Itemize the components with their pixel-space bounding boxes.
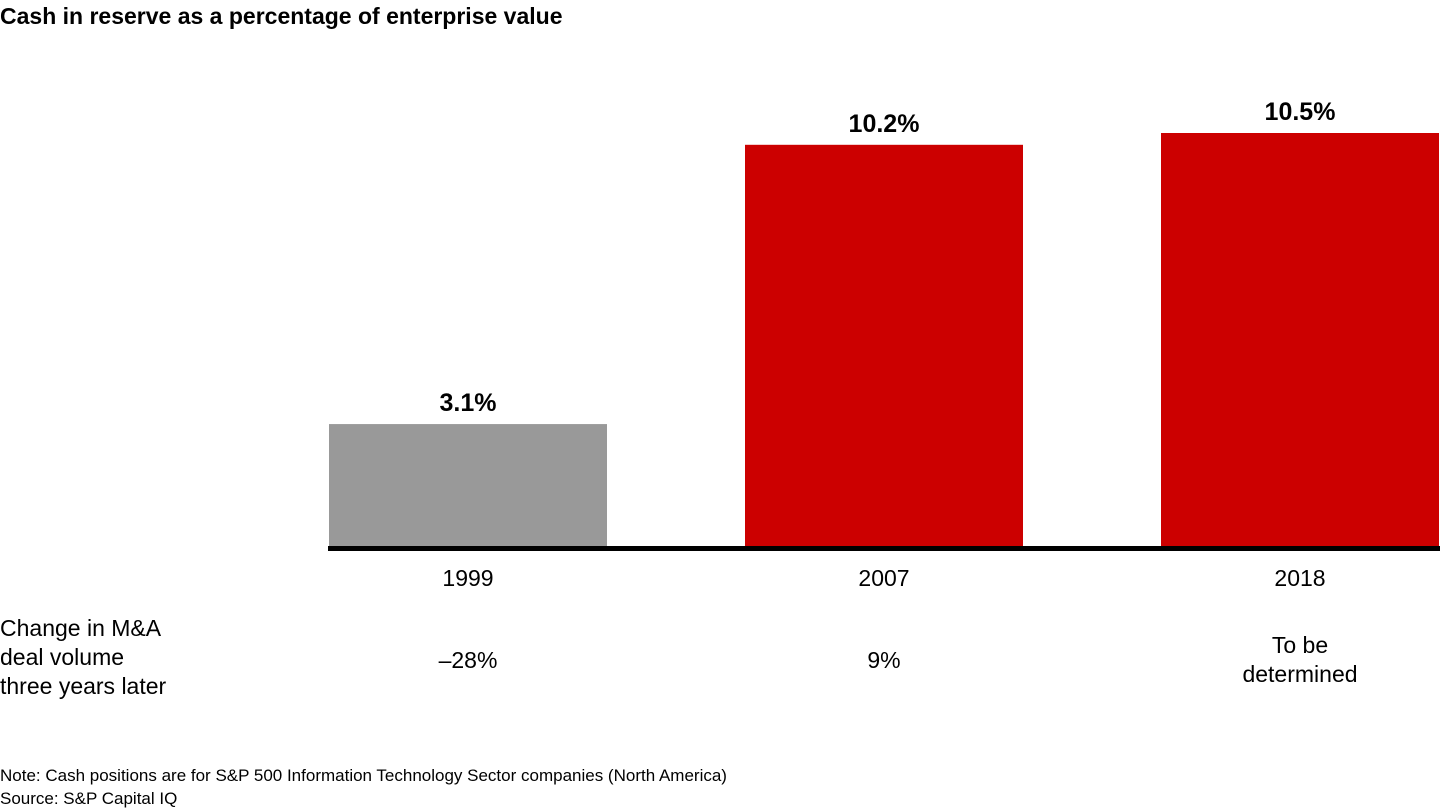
x-tick-label: 2018 — [1274, 565, 1325, 591]
secondary-row-value: determined — [1242, 661, 1357, 687]
value-label: 10.5% — [1265, 98, 1336, 126]
note-text: Note: Cash positions are for S&P 500 Inf… — [0, 766, 727, 785]
source-text: Source: S&P Capital IQ — [0, 789, 178, 808]
secondary-row-value: –28% — [439, 647, 498, 673]
row-label-line: Change in M&A — [0, 615, 162, 641]
row-label-line: three years later — [0, 673, 167, 699]
value-label: 3.1% — [440, 389, 497, 417]
bar-2018 — [1161, 133, 1439, 546]
chart-title: Cash in reserve as a percentage of enter… — [0, 3, 563, 29]
footnote: Note: Cash positions are for S&P 500 Inf… — [0, 764, 727, 810]
x-axis-baseline — [328, 546, 1440, 551]
x-tick-label: 1999 — [442, 565, 493, 591]
secondary-row-label: Change in M&A deal volume three years la… — [0, 614, 166, 701]
row-label-line: deal volume — [0, 644, 125, 670]
bar-2007 — [745, 144, 1023, 547]
secondary-row-value: To be — [1272, 632, 1328, 658]
secondary-row-value: 9% — [867, 647, 900, 673]
value-label: 10.2% — [849, 110, 920, 138]
x-tick-label: 2007 — [858, 565, 909, 591]
bar-1999 — [329, 424, 607, 546]
